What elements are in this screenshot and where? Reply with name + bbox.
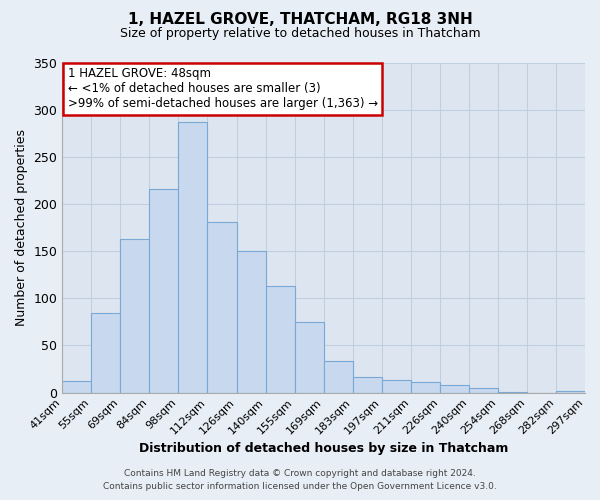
Bar [411,382,440,392]
Bar [121,239,149,392]
Bar [440,385,469,392]
Bar [236,251,266,392]
Bar [353,376,382,392]
Bar [556,390,585,392]
Bar [469,388,498,392]
Bar [208,222,236,392]
Bar [178,122,208,392]
Bar [91,314,121,392]
Bar [62,382,91,392]
Y-axis label: Number of detached properties: Number of detached properties [15,129,28,326]
X-axis label: Distribution of detached houses by size in Thatcham: Distribution of detached houses by size … [139,442,508,455]
Bar [266,286,295,393]
Text: 1, HAZEL GROVE, THATCHAM, RG18 3NH: 1, HAZEL GROVE, THATCHAM, RG18 3NH [128,12,472,28]
Bar [382,380,411,392]
Bar [149,189,178,392]
Text: 1 HAZEL GROVE: 48sqm
← <1% of detached houses are smaller (3)
>99% of semi-detac: 1 HAZEL GROVE: 48sqm ← <1% of detached h… [68,68,377,110]
Text: Size of property relative to detached houses in Thatcham: Size of property relative to detached ho… [119,28,481,40]
Text: Contains HM Land Registry data © Crown copyright and database right 2024.
Contai: Contains HM Land Registry data © Crown c… [103,470,497,491]
Bar [295,322,323,392]
Bar [323,360,353,392]
